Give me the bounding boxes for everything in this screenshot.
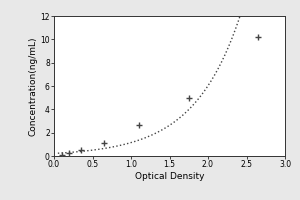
Y-axis label: Concentration(ng/mL): Concentration(ng/mL) bbox=[28, 36, 38, 136]
X-axis label: Optical Density: Optical Density bbox=[135, 172, 204, 181]
